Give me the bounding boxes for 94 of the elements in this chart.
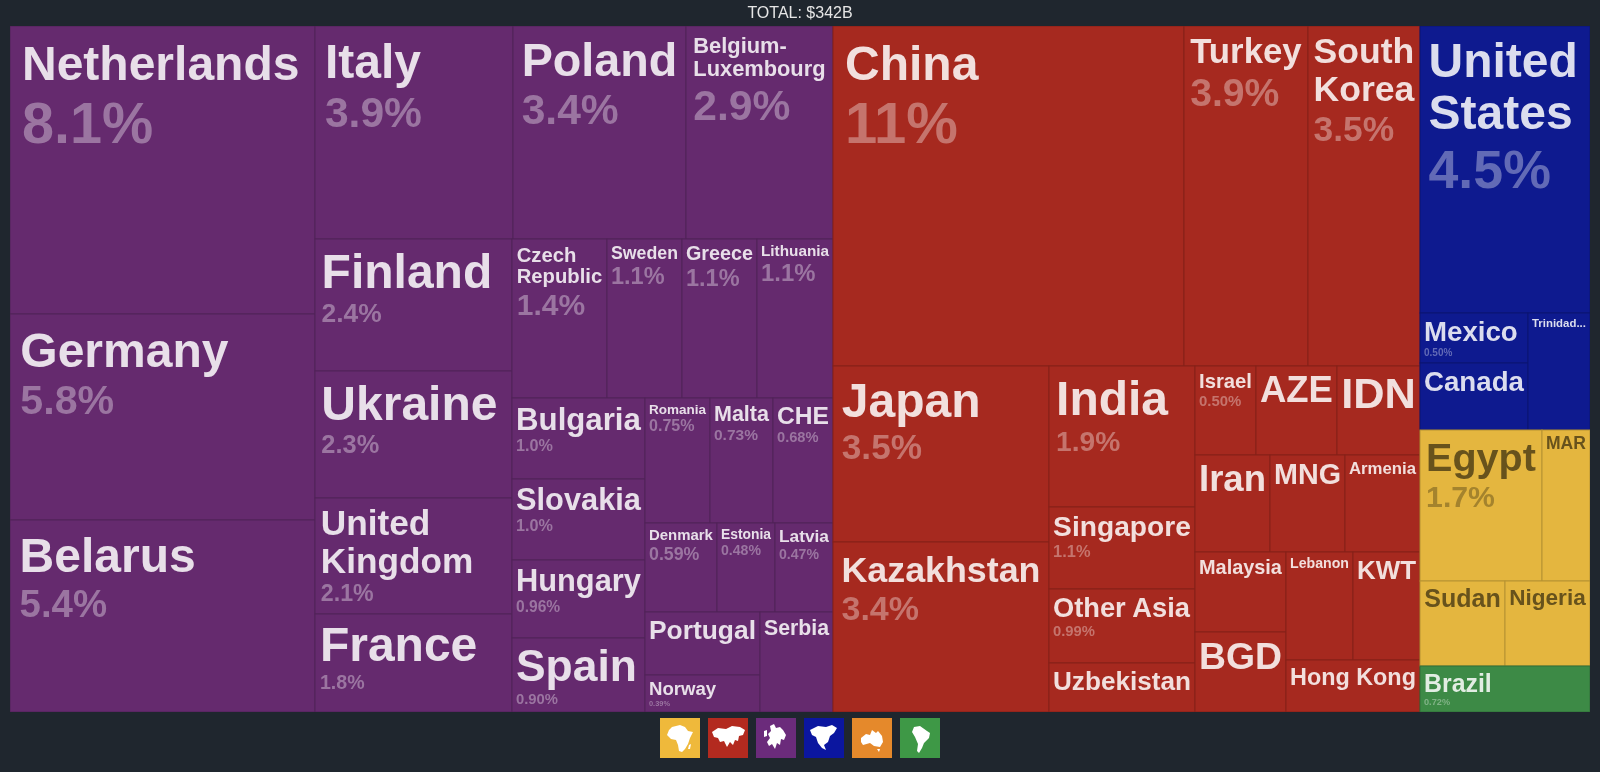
category-label: Kazakhstan (841, 550, 1041, 591)
data-label: 3.9% (1190, 70, 1280, 114)
data-label: 0.50% (1199, 391, 1242, 409)
category-label: Belgium-Luxembourg (693, 32, 826, 82)
category-label: Egypt (1426, 434, 1536, 479)
category-label: AZE (1260, 369, 1333, 411)
data-label: 3.4% (521, 85, 619, 134)
data-label: 2.1% (320, 580, 374, 607)
category-label: Mexico (1424, 316, 1518, 348)
category-label: Bulgaria (516, 401, 642, 437)
data-label: 2.4% (321, 297, 382, 328)
category-label: India (1056, 372, 1169, 426)
category-label: Sudan (1424, 584, 1501, 613)
data-label: 0.99% (1053, 623, 1095, 640)
data-label: 0.47% (779, 545, 820, 562)
category-label: Denmark (649, 526, 714, 544)
category-label: Portugal (649, 615, 756, 646)
data-label: 0.72% (1424, 697, 1451, 708)
category-label: Hong Kong (1290, 663, 1416, 690)
category-label: Belarus (19, 528, 196, 582)
category-label: Lebanon (1290, 555, 1349, 572)
data-label: 0.68% (777, 429, 819, 446)
data-label: 1.0% (516, 516, 553, 535)
category-label: Germany (20, 323, 229, 377)
data-label: 4.5% (1428, 138, 1551, 199)
data-label: 1.1% (686, 264, 740, 291)
data-label: 3.9% (324, 87, 422, 136)
category-label: CHE (777, 401, 829, 429)
data-label: 0.59% (649, 543, 700, 564)
category-label: Finland (321, 244, 493, 298)
category-label: IDN (1341, 369, 1416, 418)
category-label: Armenia (1349, 458, 1417, 478)
data-label: 2.9% (693, 80, 791, 129)
category-label: Poland (521, 33, 678, 86)
data-label: 1.8% (319, 670, 365, 693)
category-label: Trinidad... (1532, 317, 1586, 330)
category-label: Nigeria (1509, 585, 1587, 611)
data-label: 0.73% (714, 425, 759, 443)
category-label: Uzbekistan (1053, 666, 1191, 696)
category-label: Italy (324, 35, 422, 89)
category-label: Brazil (1424, 668, 1492, 697)
category-label: MAR (1546, 433, 1587, 454)
category-label: Serbia (764, 615, 830, 640)
category-label: Japan (841, 374, 981, 428)
category-label: Slovakia (516, 482, 642, 518)
category-label: Israel (1199, 369, 1252, 392)
category-label: Malaysia (1199, 555, 1283, 578)
category-label: Sweden (611, 242, 678, 263)
data-label: 0.48% (721, 541, 762, 558)
text: TOTAL: $342B (747, 4, 853, 22)
data-label: 0.75% (649, 416, 695, 435)
category-label: Czech Republic (516, 243, 603, 288)
category-label: Norway (649, 678, 717, 700)
category-label: Netherlands (22, 37, 300, 91)
data-label: 5.8% (20, 377, 115, 424)
category-label: BGD (1199, 634, 1282, 677)
data-label: 5.4% (19, 581, 108, 625)
data-label: 1.7% (1426, 479, 1496, 513)
data-label: 2.3% (321, 429, 380, 458)
category-label: United States (1428, 33, 1578, 139)
category-label: Spain (516, 641, 637, 691)
data-label: 1.1% (611, 262, 665, 289)
category-label: Latvia (779, 526, 830, 547)
category-label: United Kingdom (320, 502, 474, 580)
data-label: 1.1% (761, 259, 816, 287)
category-label: KWT (1357, 555, 1417, 584)
category-label: Singapore (1053, 509, 1191, 542)
category-label: Greece (686, 242, 753, 265)
data-label: 1.4% (516, 288, 586, 322)
category-label: Hungary (516, 563, 641, 599)
data-label: 0.90% (516, 690, 558, 707)
data-label: 1.0% (516, 435, 553, 454)
category-label: South Korea (1313, 30, 1415, 110)
data-label: 3.5% (1313, 108, 1395, 148)
data-label: 1.1% (1053, 541, 1091, 560)
category-label: Malta (714, 401, 770, 426)
category-label: France (319, 618, 478, 672)
category-label: Other Asia (1053, 592, 1191, 624)
category-label: Iran (1199, 458, 1266, 500)
category-label: Estonia (721, 526, 772, 543)
data-label: 1.9% (1056, 424, 1121, 457)
data-label: 0.96% (516, 597, 561, 615)
category-label: Lithuania (761, 242, 830, 260)
category-label: MNG (1274, 458, 1341, 491)
data-label: 8.1% (22, 90, 154, 155)
category-label: Canada (1424, 366, 1525, 398)
category-label: Turkey (1190, 30, 1303, 70)
category-label: Romania (649, 401, 707, 417)
data-label: 0.50% (1424, 347, 1453, 359)
category-label: China (845, 37, 979, 91)
data-label: 3.5% (841, 427, 922, 467)
data-label: 11% (845, 90, 958, 156)
category-label: Ukraine (321, 376, 498, 430)
data-label: 3.4% (841, 589, 919, 628)
